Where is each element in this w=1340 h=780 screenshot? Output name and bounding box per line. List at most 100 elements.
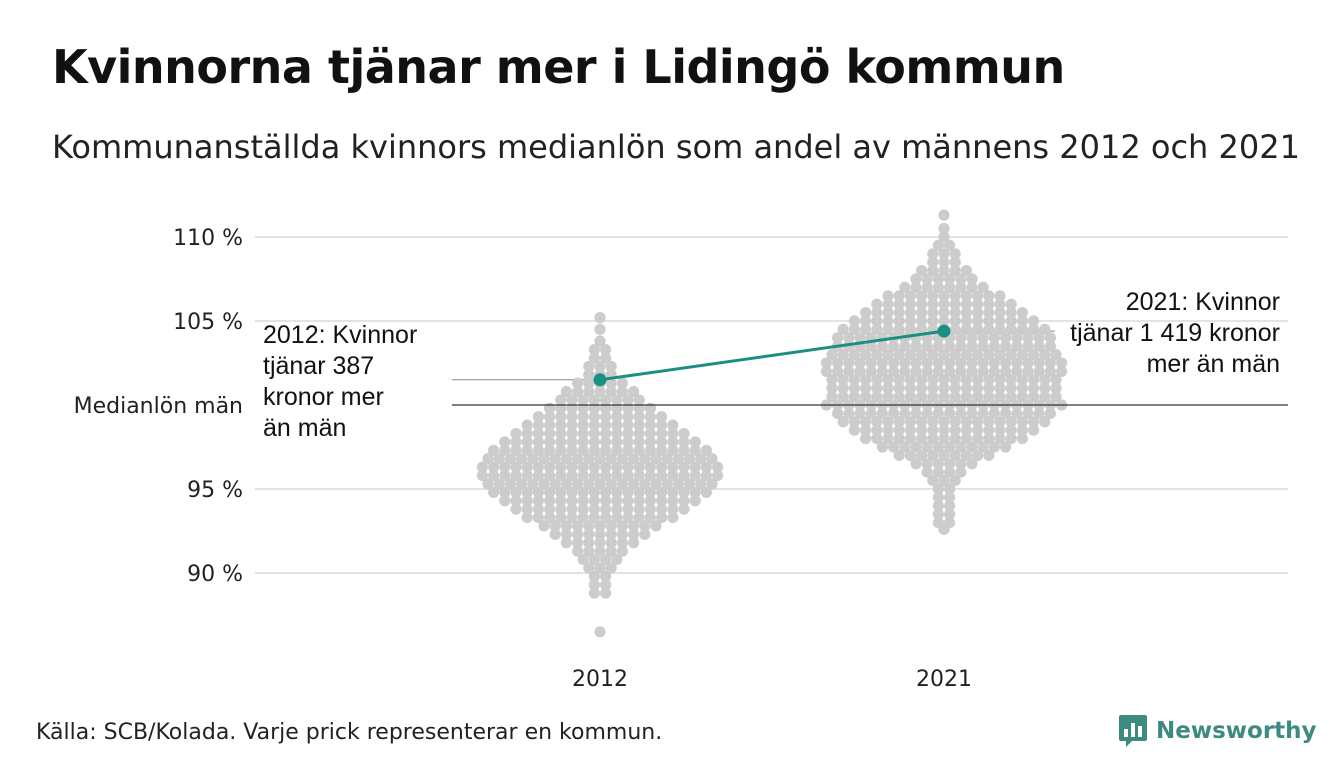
municipality-dot bbox=[544, 503, 556, 515]
municipality-dot bbox=[932, 357, 945, 369]
municipality-dot bbox=[527, 453, 539, 465]
municipality-dot bbox=[622, 444, 634, 456]
municipality-dot bbox=[700, 444, 713, 456]
municipality-dot bbox=[588, 343, 601, 356]
municipality-dot bbox=[938, 433, 950, 445]
municipality-dot bbox=[860, 416, 872, 428]
municipality-dot bbox=[538, 520, 550, 532]
municipality-dot bbox=[566, 503, 578, 515]
municipality-dot bbox=[611, 419, 623, 431]
municipality-dot bbox=[544, 411, 556, 423]
municipality-dot bbox=[927, 374, 939, 386]
municipality-dot bbox=[644, 444, 657, 456]
municipality-dot bbox=[555, 394, 567, 406]
municipality-dot bbox=[1000, 365, 1012, 377]
municipality-dot bbox=[499, 444, 511, 456]
municipality-dot bbox=[938, 315, 950, 327]
municipality-dot bbox=[921, 441, 933, 453]
municipality-dot bbox=[994, 315, 1006, 327]
municipality-dot bbox=[899, 365, 911, 377]
municipality-dot bbox=[616, 520, 629, 532]
municipality-dot bbox=[1028, 315, 1040, 327]
municipality-dot bbox=[983, 349, 995, 361]
municipality-dot bbox=[499, 436, 511, 448]
municipality-dot bbox=[944, 483, 956, 495]
municipality-dot bbox=[1005, 391, 1017, 403]
municipality-dot bbox=[1016, 323, 1028, 335]
municipality-dot bbox=[510, 461, 522, 473]
municipality-dot bbox=[888, 340, 900, 352]
municipality-dot bbox=[944, 508, 956, 520]
municipality-dot bbox=[555, 503, 567, 515]
municipality-dot bbox=[932, 458, 945, 470]
municipality-dot bbox=[837, 323, 849, 335]
municipality-dot bbox=[1044, 365, 1056, 377]
municipality-dot bbox=[577, 444, 589, 456]
municipality-dot bbox=[583, 478, 595, 490]
municipality-dot bbox=[938, 349, 950, 361]
municipality-dot bbox=[966, 340, 978, 352]
municipality-dot bbox=[1011, 332, 1023, 344]
municipality-dot bbox=[932, 466, 945, 478]
municipality-dot bbox=[938, 231, 950, 243]
municipality-dot bbox=[904, 374, 917, 386]
municipality-dot bbox=[1005, 298, 1017, 310]
municipality-dot bbox=[871, 323, 883, 335]
municipality-dot bbox=[988, 340, 1001, 352]
municipality-dot bbox=[667, 419, 679, 431]
municipality-dot bbox=[605, 520, 617, 532]
municipality-dot bbox=[667, 461, 679, 473]
municipality-dot bbox=[566, 419, 578, 431]
municipality-dot bbox=[1044, 357, 1056, 369]
municipality-dot bbox=[988, 441, 1001, 453]
municipality-dot bbox=[482, 453, 494, 465]
municipality-dot bbox=[871, 349, 883, 361]
municipality-dot bbox=[904, 315, 917, 327]
municipality-dot bbox=[820, 357, 833, 369]
municipality-dot bbox=[583, 369, 595, 381]
municipality-dot bbox=[927, 433, 939, 445]
municipality-dot bbox=[893, 298, 905, 310]
municipality-dot bbox=[667, 436, 679, 448]
municipality-dot bbox=[843, 407, 855, 419]
municipality-dot bbox=[521, 486, 533, 498]
municipality-dot bbox=[583, 528, 595, 540]
municipality-dot bbox=[560, 520, 573, 532]
municipality-dot bbox=[893, 416, 905, 428]
municipality-dot bbox=[882, 424, 894, 436]
municipality-dot bbox=[572, 520, 584, 532]
municipality-dot bbox=[837, 374, 849, 386]
municipality-dot bbox=[927, 248, 939, 260]
municipality-dot bbox=[938, 248, 950, 260]
municipality-dot bbox=[994, 424, 1006, 436]
municipality-dot bbox=[566, 436, 578, 448]
municipality-dot bbox=[566, 461, 578, 473]
municipality-dot bbox=[616, 385, 629, 398]
municipality-dot bbox=[871, 307, 883, 319]
municipality-dot bbox=[499, 495, 511, 507]
municipality-dot bbox=[994, 323, 1006, 335]
municipality-dot bbox=[488, 486, 500, 498]
municipality-dot bbox=[605, 537, 617, 549]
municipality-dot bbox=[949, 248, 961, 260]
y-tick-label: 105 % bbox=[173, 310, 243, 335]
municipality-dot bbox=[555, 411, 567, 423]
municipality-dot bbox=[888, 365, 900, 377]
municipality-dot bbox=[972, 349, 984, 361]
municipality-dot bbox=[1039, 391, 1051, 403]
municipality-dot bbox=[566, 427, 578, 440]
municipality-dot bbox=[865, 340, 877, 352]
municipality-dot bbox=[560, 537, 573, 549]
municipality-dot bbox=[600, 436, 612, 448]
municipality-dot bbox=[600, 503, 612, 515]
municipality-dot bbox=[994, 298, 1006, 310]
annotation-2012-line: 2012: Kvinnor bbox=[263, 321, 417, 349]
municipality-dot bbox=[837, 416, 849, 428]
y-tick-label: 95 % bbox=[187, 478, 243, 503]
municipality-dot bbox=[493, 453, 505, 465]
municipality-dot bbox=[600, 587, 612, 599]
municipality-dot bbox=[633, 419, 645, 431]
municipality-dot bbox=[854, 332, 866, 344]
municipality-dot bbox=[826, 391, 838, 403]
municipality-dot bbox=[622, 461, 634, 473]
